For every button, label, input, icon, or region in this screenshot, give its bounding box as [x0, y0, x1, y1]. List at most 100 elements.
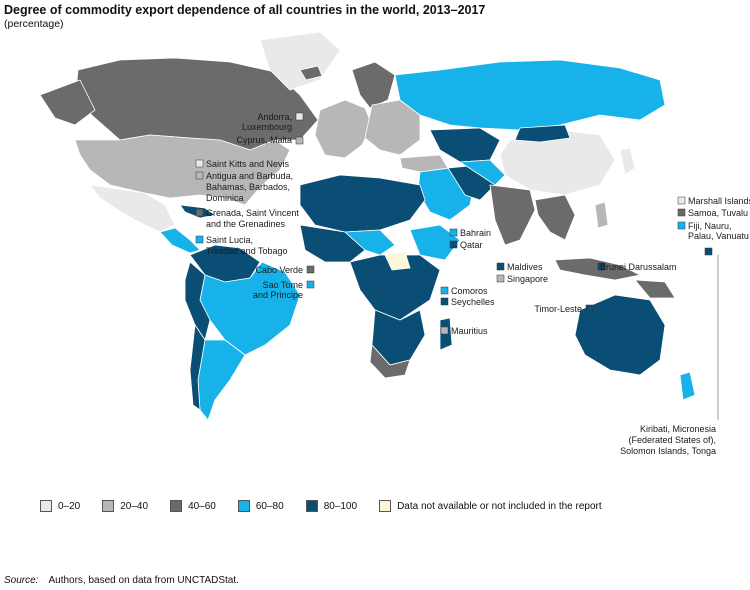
- japan-region: [619, 147, 636, 176]
- mauritius-swatch: [440, 326, 449, 335]
- legend-label: 60–80: [255, 500, 284, 512]
- singapore-label: Singapore: [507, 274, 548, 284]
- source-note: Source: Authors, based on data from UNCTA…: [4, 575, 239, 586]
- comoros-swatch: [440, 286, 449, 295]
- samoa-swatch: [677, 208, 686, 217]
- maldives-label: Maldives: [507, 262, 543, 272]
- legend-label: 0–20: [58, 500, 81, 512]
- legend-swatch: [170, 500, 183, 512]
- legend-item: 40–60: [170, 500, 216, 512]
- antigua-label-2: Bahamas, Barbados,: [206, 182, 290, 192]
- legend: 0–20 20–40 40–60 60–80 80–100 Data not a…: [40, 500, 624, 512]
- skn-label: Saint Kitts and Nevis: [206, 159, 290, 169]
- legend-swatch: [102, 500, 115, 512]
- south-sudan-region: [384, 251, 411, 271]
- qatar-swatch: [449, 240, 458, 249]
- europe-west-region: [314, 99, 373, 159]
- legend-item: Data not available or not included in th…: [379, 500, 602, 512]
- central-america-region: [159, 227, 201, 254]
- iceland-region: [299, 65, 323, 81]
- andorra-swatch: [295, 112, 304, 121]
- india-region: [489, 184, 536, 246]
- brunei-swatch: [597, 262, 606, 271]
- sahel-region: [344, 229, 396, 256]
- alaska-region: [39, 79, 96, 126]
- legend-label: 20–40: [120, 500, 149, 512]
- legend-swatch: [379, 500, 392, 512]
- stlucia-label-1: Saint Lucia,: [206, 235, 253, 245]
- map-title: Degree of commodity export dependence of…: [4, 3, 486, 17]
- south-africa-region: [369, 344, 411, 379]
- antigua-label-1: Antigua and Barbuda,: [206, 171, 293, 181]
- legend-swatch: [237, 500, 250, 512]
- legend-item: 20–40: [102, 500, 148, 512]
- saotome-label-1: Sao Tome: [263, 280, 303, 290]
- maldives-swatch: [496, 262, 505, 271]
- world-map: Andorra, Luxembourg Cyprus, Malta Saint …: [39, 31, 750, 456]
- stlucia-label-2: Trinidad and Tobago: [206, 246, 288, 256]
- new-zealand-region: [679, 371, 696, 401]
- andorra-label-2: Luxembourg: [242, 122, 292, 132]
- scandinavia-region: [351, 61, 396, 109]
- grenada-swatch: [195, 208, 204, 217]
- russia-region: [394, 59, 666, 131]
- indonesia-region: [554, 257, 642, 281]
- qatar-label: Qatar: [460, 240, 483, 250]
- central-asia-region: [458, 159, 506, 186]
- kiribati-swatch: [704, 247, 713, 256]
- saotome-swatch: [306, 280, 315, 289]
- stlucia-swatch: [195, 235, 204, 244]
- legend-item: 80–100: [305, 500, 358, 512]
- legend-label: 40–60: [188, 500, 216, 512]
- southeast-asia-region: [534, 194, 576, 241]
- legend-item: 60–80: [237, 500, 284, 512]
- cyprus-label: Cyprus, Malta: [236, 135, 292, 145]
- saotome-label-2: and Principe: [253, 290, 303, 300]
- fiji-label-1: Fiji, Nauru,: [688, 221, 732, 231]
- australia-region: [574, 294, 666, 376]
- timor-label: Timor-Leste: [534, 304, 582, 314]
- legend-label: 80–100: [323, 500, 358, 512]
- source-text: Authors, based on data from UNCTADStat.: [48, 575, 239, 586]
- caboverde-swatch: [306, 265, 315, 274]
- kiribati-label-1: Kiribati, Micronesia: [640, 424, 716, 434]
- seychelles-swatch: [440, 297, 449, 306]
- east-africa-region: [409, 224, 461, 261]
- skn-swatch: [195, 159, 204, 168]
- brunei-label: Brunei Darussalam: [600, 262, 677, 272]
- comoros-label: Comoros: [451, 286, 488, 296]
- philippines-region: [594, 201, 609, 229]
- legend-swatch: [40, 500, 52, 512]
- mongolia-region: [514, 124, 571, 143]
- kiribati-label-2: (Federated States of),: [628, 435, 716, 445]
- fiji-swatch: [677, 221, 686, 230]
- north-africa-region: [299, 174, 426, 233]
- seychelles-label: Seychelles: [451, 297, 495, 307]
- source-label: Source:: [4, 575, 39, 586]
- andorra-label-1: Andorra,: [257, 112, 292, 122]
- map-subtitle: (percentage): [4, 18, 64, 30]
- grenada-label-2: and the Grenadines: [206, 219, 286, 229]
- fiji-label-2: Palau, Vanuatu: [688, 231, 749, 241]
- legend-label: Data not available or not included in th…: [397, 500, 602, 512]
- marshall-swatch: [677, 196, 686, 205]
- antigua-swatch: [195, 171, 204, 180]
- legend-swatch: [305, 500, 318, 512]
- grenada-label-1: Grenada, Saint Vincent: [206, 208, 299, 218]
- legend-item: 0–20: [40, 500, 80, 512]
- china-region: [499, 129, 616, 196]
- southern-cone-region: [197, 339, 246, 421]
- caboverde-label: Cabo Verde: [255, 265, 303, 275]
- samoa-label: Samoa, Tuvalu: [688, 208, 748, 218]
- kiribati-label-3: Solomon Islands, Tonga: [620, 446, 716, 456]
- chile-region: [189, 323, 206, 411]
- bahrain-swatch: [449, 228, 458, 237]
- mauritius-label: Mauritius: [451, 326, 488, 336]
- usa-region: [74, 134, 291, 206]
- antigua-label-3: Dominica: [206, 193, 244, 203]
- cyprus-swatch: [295, 136, 304, 145]
- bahrain-label: Bahrain: [460, 228, 491, 238]
- marshall-label: Marshall Islands: [688, 196, 750, 206]
- new-guinea-region: [634, 279, 676, 299]
- timor-swatch: [585, 304, 594, 313]
